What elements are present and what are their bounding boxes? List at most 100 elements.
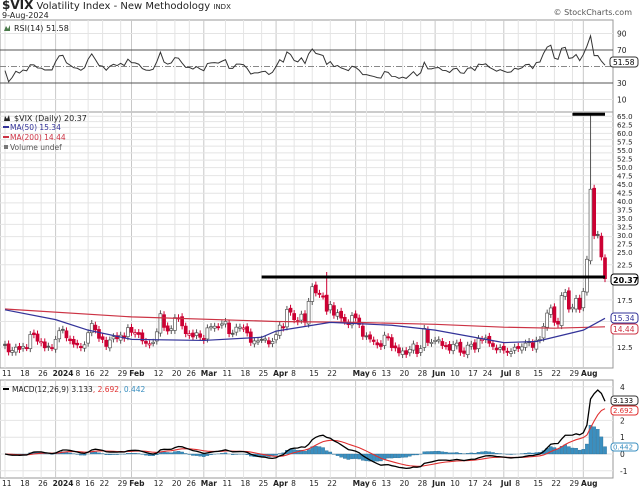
price-tick-label: 47.5 xyxy=(617,173,633,181)
candle-body xyxy=(223,321,228,325)
candle-body xyxy=(335,312,340,317)
price-tick-label: 12.5 xyxy=(617,344,633,352)
macd-histogram-bar xyxy=(303,451,307,455)
candle-body xyxy=(371,339,376,342)
price-tick-label: 62.5 xyxy=(617,122,633,130)
x-tick-label: 26 xyxy=(186,369,196,378)
candle-body xyxy=(3,343,7,346)
x-tick-label: 29 xyxy=(118,369,128,378)
macd-histogram-bar xyxy=(274,453,278,456)
candle-body xyxy=(238,326,242,329)
candle-body xyxy=(592,187,597,236)
candle-body xyxy=(469,343,474,347)
candle-body xyxy=(332,305,336,316)
macd-histogram-bar xyxy=(393,453,398,459)
ma200-value: 14.44 xyxy=(613,325,635,334)
macd-histogram-bar xyxy=(585,443,589,455)
x-tick-label: 15 xyxy=(533,369,543,378)
candle-body xyxy=(274,334,278,341)
macd-histogram-bar xyxy=(480,451,484,455)
macd-histogram-bar xyxy=(162,451,166,455)
x-tick-label: May xyxy=(353,479,370,488)
macd-histogram-bar xyxy=(509,453,513,455)
x-tick-label: Jun xyxy=(431,479,445,488)
x-tick-label: Apr xyxy=(273,479,288,488)
candle-body xyxy=(28,334,33,349)
candle-body xyxy=(32,332,36,336)
candle-body xyxy=(220,323,224,326)
macd-histogram-bar xyxy=(350,453,354,460)
rsi-tick-label: 10 xyxy=(617,96,627,105)
ma200-line xyxy=(4,308,606,329)
macd-histogram-bar xyxy=(368,453,372,462)
candle-body xyxy=(147,343,152,346)
candle-body xyxy=(39,341,43,344)
signal-label: , 2.692 xyxy=(93,385,119,394)
price-tick-label: 32.5 xyxy=(617,224,633,232)
macd-histogram-bar xyxy=(577,449,582,455)
macd-histogram-bar xyxy=(494,453,499,455)
candle-body xyxy=(144,341,148,344)
macd-tick-label: -1 xyxy=(620,467,628,476)
price-tick-label: 45.0 xyxy=(617,181,633,189)
candle-body xyxy=(267,340,271,345)
candle-body xyxy=(86,332,90,344)
ma200-value-box xyxy=(610,323,639,335)
x-tick-label: 20 xyxy=(400,369,410,378)
x-tick-label: 20 xyxy=(172,479,182,488)
macd-histogram-bar xyxy=(408,453,412,457)
price-tick-label: 57.5 xyxy=(617,139,633,147)
candle-body xyxy=(411,343,416,351)
price-tick-label: 30.0 xyxy=(617,232,633,240)
x-tick-label: 20 xyxy=(172,369,182,378)
macd-histogram-bar xyxy=(397,453,401,459)
candle-body xyxy=(292,313,297,321)
x-tick-label: Jul xyxy=(500,479,512,488)
hist-value: 0.442 xyxy=(613,444,633,452)
candle-body xyxy=(57,330,62,340)
candle-body xyxy=(501,345,506,351)
price-tick-label: 25.0 xyxy=(617,249,633,257)
x-tick-label: 18 xyxy=(241,479,251,488)
candle-body xyxy=(259,338,264,341)
candle-body xyxy=(397,347,401,354)
candle-icon xyxy=(4,115,10,121)
price-tick-label: 42.5 xyxy=(617,190,633,198)
candle-body xyxy=(288,307,293,313)
x-tick-label: 13 xyxy=(382,479,392,488)
macd-histogram-bar xyxy=(415,453,419,456)
candle-body xyxy=(353,313,358,319)
macd-histogram-bar xyxy=(429,451,434,455)
candle-body xyxy=(50,347,54,350)
candle-body xyxy=(165,325,170,332)
candle-body xyxy=(270,341,275,345)
macd-histogram-bar xyxy=(317,446,322,455)
candle-body xyxy=(158,313,163,334)
candle-body xyxy=(111,336,116,340)
symbol: $VIX xyxy=(2,0,34,12)
candle-body xyxy=(407,349,412,354)
candle-body xyxy=(368,334,372,340)
rsi-tick-label: 70 xyxy=(617,46,627,55)
rsi-value-box xyxy=(609,56,639,68)
candle-body xyxy=(462,350,466,354)
candle-body xyxy=(248,331,253,343)
candle-body xyxy=(53,339,58,350)
candle-body xyxy=(382,334,387,346)
macd-histogram-bar xyxy=(426,451,430,455)
security-name: Volatility Index - New Methodology xyxy=(36,1,211,12)
signal-value-box xyxy=(610,405,639,416)
candle-body xyxy=(306,301,311,325)
price-tick-label: 22.5 xyxy=(617,262,633,270)
candle-body xyxy=(523,342,528,348)
macd-histogram-bar xyxy=(465,453,470,455)
candle-body xyxy=(379,343,383,347)
candle-body xyxy=(173,317,177,331)
candle-body xyxy=(100,336,105,340)
x-tick-label: 28 xyxy=(418,369,428,378)
candle-body xyxy=(79,346,83,349)
candle-body xyxy=(317,292,322,295)
macd-histogram-bar xyxy=(411,453,416,456)
x-tick-label: 29 xyxy=(569,479,579,488)
